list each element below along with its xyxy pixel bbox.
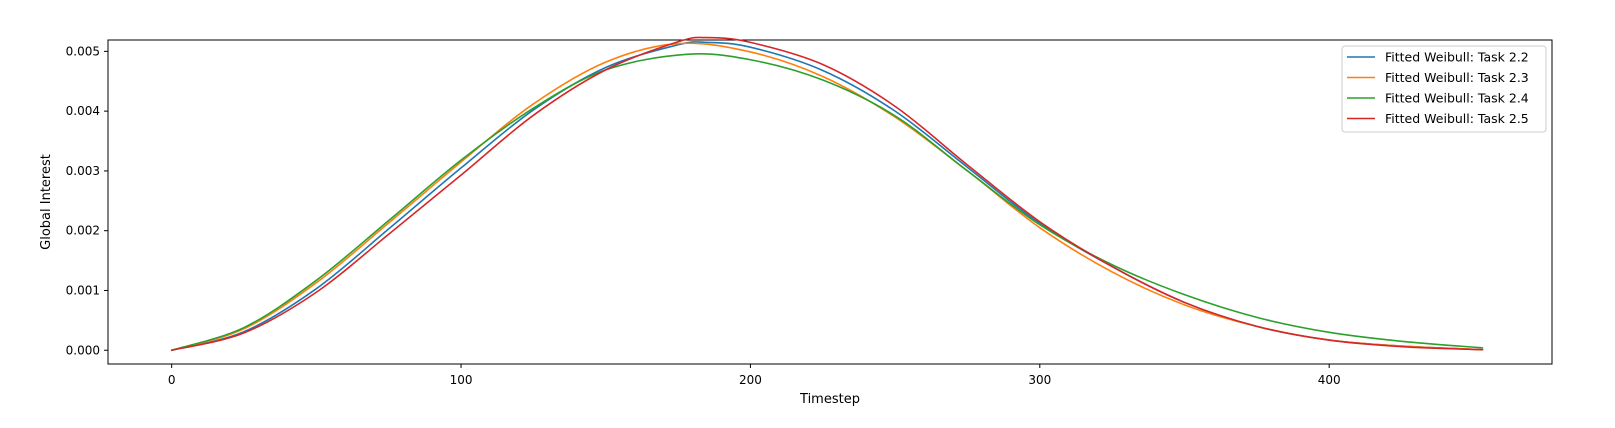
- series-line-3: [170, 53, 1484, 352]
- legend-label: Fitted Weibull: Task 2.5: [1385, 111, 1529, 126]
- legend-frame: [1341, 45, 1547, 133]
- x-tick-label: 400: [1318, 373, 1341, 387]
- x-axis: 0 100 200 300 400: [168, 364, 1341, 387]
- y-tick-label: 0.000: [66, 343, 100, 357]
- y-axis: 0.000 0.001 0.002 0.003 0.004 0.005: [66, 44, 108, 357]
- y-tick-label: 0.005: [66, 44, 100, 58]
- y-tick-label: 0.002: [66, 224, 100, 238]
- legend-label: Fitted Weibull: Task 2.4: [1385, 91, 1529, 106]
- legend-items: Fitted Weibull: Task 2.2 Fitted Weibull: …: [1347, 50, 1529, 126]
- plot-area: [107, 36, 1553, 365]
- x-tick-label: 100: [450, 373, 473, 387]
- y-tick-label: 0.004: [66, 104, 100, 118]
- series-line-4: [170, 36, 1484, 352]
- y-axis-label: Global Interest: [39, 154, 54, 250]
- axes-frame: [107, 39, 1553, 365]
- y-tick-label: 0.003: [66, 164, 100, 178]
- series-layer: [170, 36, 1484, 352]
- legend-label: Fitted Weibull: Task 2.3: [1385, 70, 1529, 85]
- x-tick-label: 0: [168, 373, 176, 387]
- x-tick-label: 300: [1028, 373, 1051, 387]
- legend-label: Fitted Weibull: Task 2.2: [1385, 50, 1529, 65]
- x-axis-label: Timestep: [799, 392, 860, 407]
- y-tick-label: 0.001: [66, 283, 100, 297]
- x-tick-label: 200: [739, 373, 762, 387]
- legend: Fitted Weibull: Task 2.2 Fitted Weibull: …: [1341, 45, 1547, 133]
